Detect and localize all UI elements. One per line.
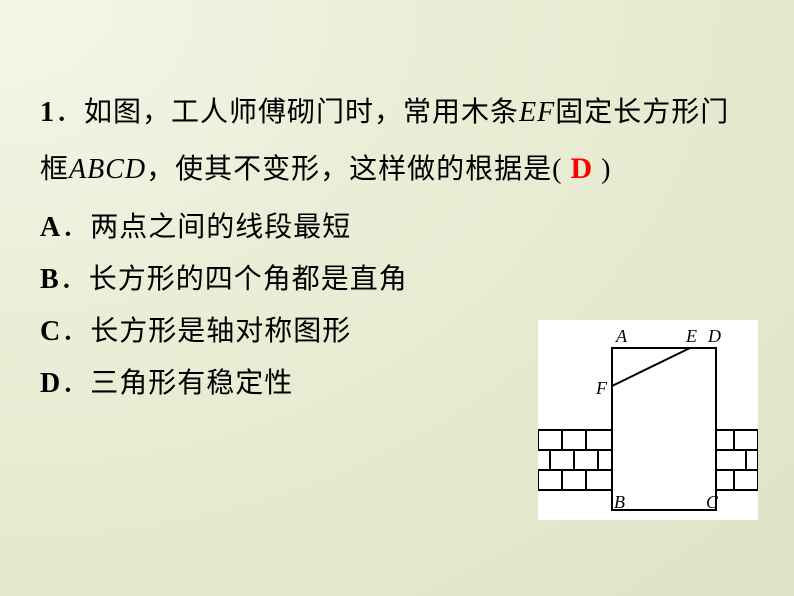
q-prefix: ．如图，工人师傅砌门时，常用木条 <box>55 97 519 128</box>
q-suffix: ) <box>601 154 611 185</box>
option-d-label: D <box>40 368 61 399</box>
svg-text:A: A <box>615 326 628 346</box>
question-stem: 1．如图，工人师傅砌门时，常用木条EF固定长方形门框ABCD，使其不变形，这样做… <box>40 85 754 198</box>
option-d-text: 三角形有稳定性 <box>90 368 293 399</box>
option-c-text: 长方形是轴对称图形 <box>90 316 351 347</box>
option-d-sep: ． <box>61 368 90 399</box>
option-a-text: 两点之间的线段最短 <box>90 212 351 243</box>
option-b-text: 长方形的四个角都是直角 <box>89 264 408 295</box>
option-a-sep: ． <box>61 212 90 243</box>
question-number: 1 <box>40 97 55 128</box>
door-svg: A ED F B C <box>538 320 758 520</box>
option-c-sep: ． <box>61 316 90 347</box>
option-b: B．长方形的四个角都是直角 <box>40 254 754 306</box>
svg-text:C: C <box>706 492 719 512</box>
q-var1: EF <box>519 97 555 128</box>
q-mid2: ，使其不变形，这样做的根据是( <box>146 154 562 185</box>
option-a: A．两点之间的线段最短 <box>40 202 754 254</box>
svg-text:B: B <box>614 492 625 512</box>
option-a-label: A <box>40 212 61 243</box>
option-c-label: C <box>40 316 61 347</box>
svg-text:F: F <box>595 378 608 398</box>
door-figure: A ED F B C <box>538 320 758 520</box>
option-b-label: B <box>40 264 60 295</box>
answer-letter: D <box>570 152 593 185</box>
svg-text:E: E <box>685 326 697 346</box>
option-b-sep: ． <box>60 264 89 295</box>
svg-text:D: D <box>707 326 721 346</box>
answer-slot: D <box>562 154 601 185</box>
q-var2: ABCD <box>69 154 146 185</box>
